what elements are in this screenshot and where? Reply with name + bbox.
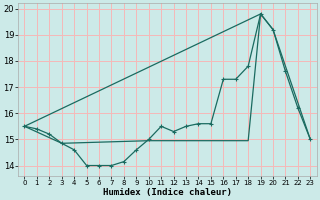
X-axis label: Humidex (Indice chaleur): Humidex (Indice chaleur)	[103, 188, 232, 197]
